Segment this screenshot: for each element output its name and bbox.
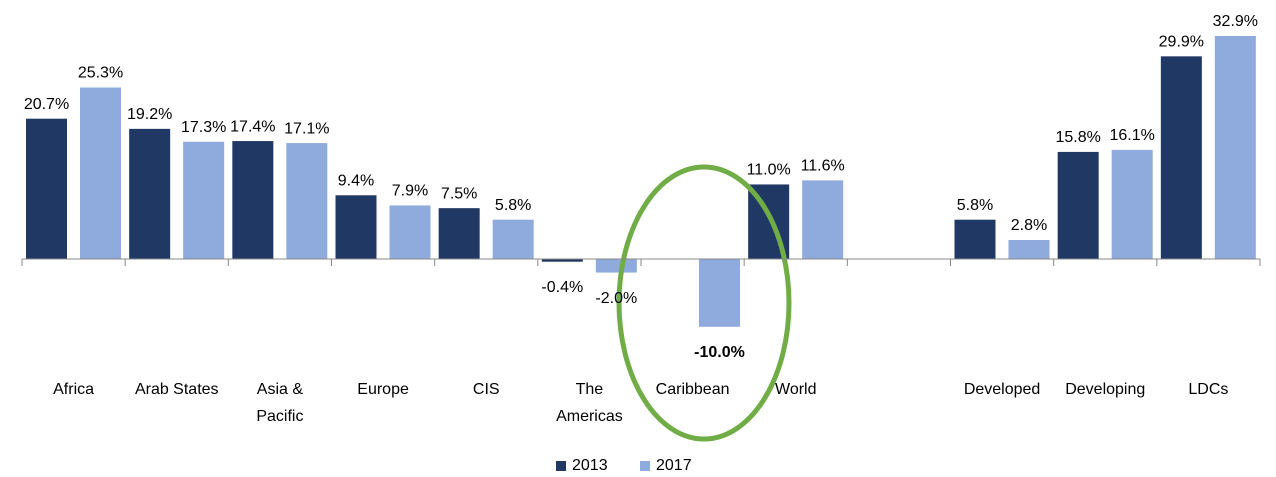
bar [389, 205, 431, 259]
value-label: 25.3% [78, 65, 123, 82]
value-label: 11.6% [801, 158, 845, 175]
bar [232, 141, 274, 259]
x-tick-label: LDCs [1188, 381, 1228, 398]
value-label: 20.7% [24, 96, 69, 113]
value-label: 15.8% [1055, 129, 1100, 146]
x-tick-label: Developed [964, 381, 1041, 398]
value-label: 9.4% [338, 173, 374, 190]
legend-swatch [556, 461, 566, 471]
x-tick-label: Asia & Pacific [256, 381, 303, 425]
bar [1057, 151, 1099, 259]
value-label: 17.1% [284, 120, 329, 137]
value-label: 32.9% [1213, 13, 1258, 30]
bar [129, 128, 171, 259]
x-tick-label: Europe [357, 381, 409, 398]
bar [438, 208, 480, 259]
legend-label: 2013 [572, 457, 608, 474]
value-label: 29.9% [1159, 34, 1204, 51]
x-tick-label: World [775, 381, 817, 398]
value-label: 5.8% [495, 197, 531, 214]
bar [26, 118, 67, 259]
x-tick-label: CIS [473, 381, 500, 398]
value-label: 16.1% [1109, 127, 1154, 144]
highlight-ellipse [616, 164, 792, 442]
value-label: 7.5% [441, 185, 477, 202]
x-tick-label: Caribbean [656, 381, 730, 398]
bar [954, 219, 996, 259]
x-tick-label: Africa [53, 381, 94, 398]
value-label: 17.3% [181, 119, 226, 136]
value-label: -2.0% [595, 290, 637, 307]
bar [1160, 56, 1202, 259]
bar [183, 141, 225, 259]
bar [541, 259, 583, 262]
x-tick-label: Developing [1065, 381, 1145, 398]
x-tick-label: Arab States [135, 381, 219, 398]
value-label: 5.8% [957, 197, 993, 214]
x-tick-label: The Americas [556, 381, 623, 425]
bar [80, 87, 121, 260]
bar [595, 259, 637, 273]
value-label: 11.0% [747, 162, 791, 179]
legend-label: 2017 [656, 457, 692, 474]
bar [286, 143, 328, 259]
value-label: 7.9% [392, 183, 428, 200]
bar [1214, 36, 1256, 259]
bar [699, 259, 740, 327]
bar [335, 195, 377, 259]
value-label: 2.8% [1011, 217, 1047, 234]
bar [492, 219, 534, 259]
value-label: -10.0% [694, 344, 745, 361]
bar [1008, 240, 1050, 259]
legend-swatch [640, 461, 650, 471]
value-label: -0.4% [541, 279, 583, 296]
bar [802, 180, 844, 259]
value-label: 17.4% [230, 118, 275, 135]
bar [1111, 149, 1153, 259]
value-label: 19.2% [127, 106, 172, 123]
